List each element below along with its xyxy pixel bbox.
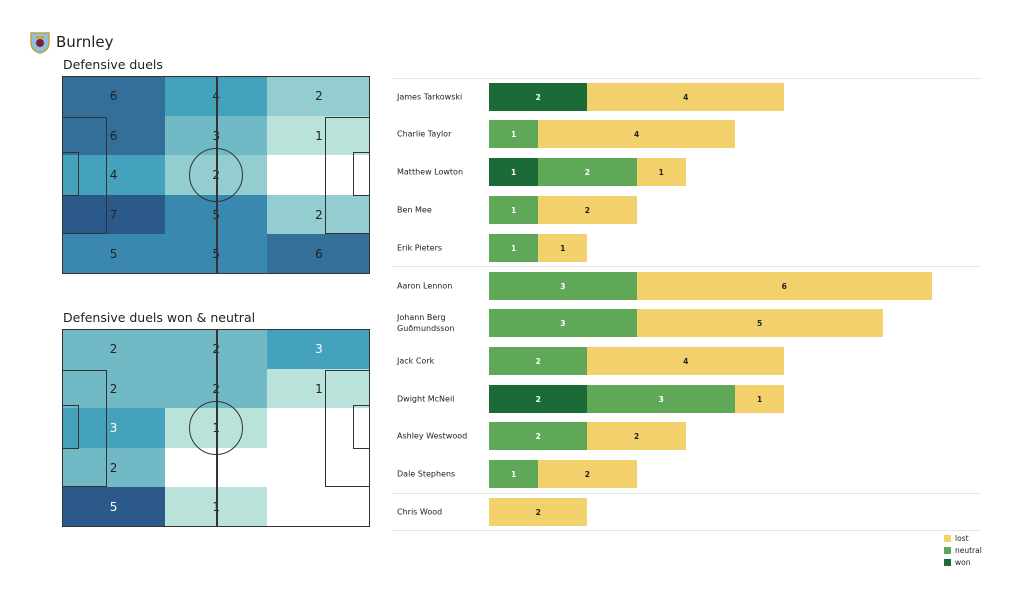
heatmap-cell: 3 [62, 408, 166, 449]
heatmap-cell: 4 [62, 155, 166, 196]
pitch-line [62, 405, 79, 449]
bar-neutral: 2 [489, 422, 588, 450]
bar-lost: 4 [587, 83, 785, 111]
legend-label: neutral [955, 546, 982, 555]
bar-neutral: 3 [489, 309, 637, 337]
heatmap-cell: 3 [267, 329, 371, 370]
heatmap-cell: 6 [62, 115, 166, 156]
heatmap-cell [267, 487, 371, 528]
heatmap-cell: 2 [62, 447, 166, 488]
heatmap-cell: 2 [267, 194, 371, 235]
burnley-crest-icon [30, 32, 50, 54]
bar-won: 2 [489, 385, 588, 413]
group-separator [392, 78, 981, 79]
bar-neutral: 1 [489, 460, 539, 488]
player-name: Dale Stephens [397, 469, 456, 479]
bar-lost: 6 [636, 272, 932, 300]
player-name: Matthew Lowton [397, 167, 464, 177]
bar-lost: 5 [636, 309, 883, 337]
heatmap-cell: 6 [267, 234, 371, 275]
bar-lost: 4 [587, 347, 785, 375]
heatmap-cell: 1 [267, 115, 371, 156]
player-name: Charlie Taylor [397, 129, 452, 139]
bar-won: 1 [489, 158, 539, 186]
bar-lost: 4 [538, 120, 735, 148]
pitch-line [353, 152, 370, 196]
heatmap-title-won-neutral: Defensive duels won & neutral [63, 310, 256, 325]
legend-lost: lost [944, 534, 969, 543]
legend-label: lost [955, 534, 969, 543]
bar-lost: 2 [538, 460, 637, 488]
heatmap-cell: 6 [62, 76, 166, 117]
center-circle [189, 401, 243, 455]
heatmap-cell: 1 [267, 368, 371, 409]
heatmap-title-defensive-duels: Defensive duels [63, 57, 163, 72]
bar-lost: 2 [489, 498, 588, 526]
group-separator [392, 530, 981, 531]
bar-lost: 1 [636, 158, 686, 186]
pitch-line [62, 152, 79, 196]
bar-neutral: 1 [489, 234, 539, 262]
heatmap-cell: 5 [62, 234, 166, 275]
heatmap-cell [267, 447, 371, 488]
bar-lost: 1 [735, 385, 785, 413]
legend-label: won [955, 558, 971, 567]
legend-neutral: neutral [944, 546, 982, 555]
group-separator [392, 266, 981, 267]
bar-neutral: 1 [489, 120, 539, 148]
player-name: Aaron Lennon [397, 281, 453, 291]
team-name: Burnley [56, 33, 114, 51]
heatmap-cell: 2 [62, 368, 166, 409]
bar-lost: 1 [538, 234, 588, 262]
heatmap-cell: 5 [62, 487, 166, 528]
bar-lost: 2 [587, 422, 686, 450]
center-circle [189, 148, 243, 202]
bar-neutral: 1 [489, 196, 539, 224]
player-name: Johann Berg Guðmundsson [397, 313, 455, 333]
bar-neutral: 3 [489, 272, 637, 300]
bar-neutral: 2 [538, 158, 637, 186]
legend-won: won [944, 558, 970, 567]
pitch-line [353, 405, 370, 449]
bar-neutral: 3 [587, 385, 735, 413]
player-name: Ashley Westwood [397, 431, 468, 441]
player-name: James Tarkowski [397, 92, 463, 102]
player-name: Erik Pieters [397, 243, 443, 253]
player-name: Chris Wood [397, 507, 443, 517]
group-separator [392, 493, 981, 494]
player-name: Dwight McNeil [397, 394, 455, 404]
bar-lost: 2 [538, 196, 637, 224]
player-name: Jack Cork [397, 356, 435, 366]
bar-won: 2 [489, 83, 588, 111]
heatmap-cell: 2 [267, 76, 371, 117]
player-name: Ben Mee [397, 205, 432, 215]
heatmap-cell: 7 [62, 194, 166, 235]
bar-neutral: 2 [489, 347, 588, 375]
heatmap-cell: 2 [62, 329, 166, 370]
